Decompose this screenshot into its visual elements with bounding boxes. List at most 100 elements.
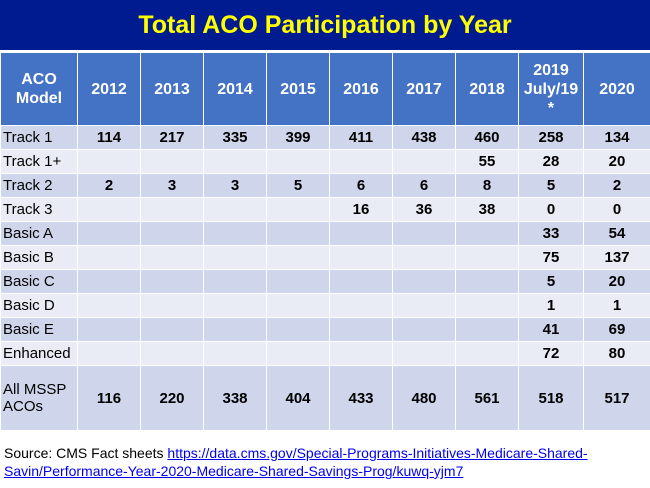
value-cell xyxy=(140,197,204,222)
table-row: Basic A 33 54 xyxy=(0,221,650,246)
value-cell: 1 xyxy=(518,293,584,318)
value-cell xyxy=(203,293,267,318)
value-cell: 2 xyxy=(583,173,650,198)
value-cell xyxy=(392,293,456,318)
header-cell-year: 2017 xyxy=(392,52,456,126)
table-row: Enhanced 72 80 xyxy=(0,341,650,366)
value-cell: 220 xyxy=(140,365,204,431)
value-cell: 75 xyxy=(518,245,584,270)
table-row: Track 1 114 217 335 399 411 438 460 258 134 xyxy=(0,125,650,150)
table-row: All MSSP ACOs 116 220 338 404 433 480 561 518 517 xyxy=(0,365,650,431)
value-cell xyxy=(140,269,204,294)
value-cell xyxy=(203,269,267,294)
value-cell: 6 xyxy=(392,173,456,198)
table-row: Track 1+ 55 28 20 xyxy=(0,149,650,174)
value-cell xyxy=(392,317,456,342)
value-cell xyxy=(77,245,141,270)
header-cell-year: 2013 xyxy=(140,52,204,126)
row-label-cell: All MSSP ACOs xyxy=(0,365,78,431)
value-cell: 16 xyxy=(329,197,393,222)
value-cell xyxy=(266,269,330,294)
value-cell xyxy=(203,149,267,174)
value-cell: 38 xyxy=(455,197,519,222)
header-cell-year: 2015 xyxy=(266,52,330,126)
value-cell xyxy=(455,341,519,366)
value-cell: 20 xyxy=(583,149,650,174)
value-cell: 137 xyxy=(583,245,650,270)
table-body: Track 1 114 217 335 399 411 438 460 258 134 Track … xyxy=(0,125,650,431)
value-cell xyxy=(140,245,204,270)
value-cell: 72 xyxy=(518,341,584,366)
source-link[interactable]: https://data.cms.gov/Special-Programs-In… xyxy=(4,445,588,479)
table-row: Basic B 75 137 xyxy=(0,245,650,270)
header-cell-year: 2014 xyxy=(203,52,267,126)
value-cell: 5 xyxy=(518,269,584,294)
value-cell xyxy=(266,149,330,174)
header-cell-year: 2012 xyxy=(77,52,141,126)
value-cell xyxy=(329,293,393,318)
value-cell: 6 xyxy=(329,173,393,198)
row-label-cell: Basic E xyxy=(0,317,78,342)
value-cell: 3 xyxy=(140,173,204,198)
value-cell: 399 xyxy=(266,125,330,150)
value-cell xyxy=(77,269,141,294)
value-cell: 480 xyxy=(392,365,456,431)
table-header-row: ACO Model 2012 2013 2014 2015 2016 2017 2018 2019… xyxy=(0,52,650,126)
aco-participation-table: ACO Model 2012 2013 2014 2015 2016 2017 2018 2019… xyxy=(0,52,650,431)
value-cell xyxy=(329,245,393,270)
value-cell xyxy=(266,293,330,318)
value-cell: 114 xyxy=(77,125,141,150)
header-cell-year: 2018 xyxy=(455,52,519,126)
value-cell xyxy=(266,197,330,222)
value-cell xyxy=(392,221,456,246)
value-cell xyxy=(392,269,456,294)
table-row: Track 3 16 36 38 0 0 xyxy=(0,197,650,222)
header-cell-year: 2019 July/19 * xyxy=(518,52,584,126)
value-cell: 338 xyxy=(203,365,267,431)
header-cell-year: 2020 xyxy=(583,52,650,126)
row-label-cell: Track 3 xyxy=(0,197,78,222)
value-cell: 0 xyxy=(518,197,584,222)
value-cell xyxy=(203,317,267,342)
value-cell xyxy=(455,221,519,246)
value-cell: 433 xyxy=(329,365,393,431)
value-cell: 3 xyxy=(203,173,267,198)
value-cell xyxy=(140,341,204,366)
value-cell: 2 xyxy=(77,173,141,198)
value-cell xyxy=(392,149,456,174)
row-label-cell: Track 1+ xyxy=(0,149,78,174)
row-label-cell: Enhanced xyxy=(0,341,78,366)
value-cell: 54 xyxy=(583,221,650,246)
table-row: Basic C 5 20 xyxy=(0,269,650,294)
value-cell: 55 xyxy=(455,149,519,174)
value-cell xyxy=(266,341,330,366)
value-cell xyxy=(203,341,267,366)
value-cell xyxy=(329,317,393,342)
value-cell: 41 xyxy=(518,317,584,342)
value-cell xyxy=(140,221,204,246)
value-cell xyxy=(329,269,393,294)
value-cell xyxy=(392,245,456,270)
table-row: Basic E 41 69 xyxy=(0,317,650,342)
value-cell xyxy=(203,221,267,246)
value-cell xyxy=(329,341,393,366)
source-note: Source: CMS Fact sheets https://data.cms… xyxy=(4,444,646,480)
value-cell: 5 xyxy=(266,173,330,198)
row-label-cell: Track 2 xyxy=(0,173,78,198)
value-cell xyxy=(77,317,141,342)
value-cell xyxy=(266,221,330,246)
value-cell: 561 xyxy=(455,365,519,431)
value-cell: 404 xyxy=(266,365,330,431)
value-cell xyxy=(329,221,393,246)
value-cell: 20 xyxy=(583,269,650,294)
value-cell: 335 xyxy=(203,125,267,150)
header-cell-year: 2016 xyxy=(329,52,393,126)
row-label-cell: Basic A xyxy=(0,221,78,246)
value-cell xyxy=(77,341,141,366)
value-cell xyxy=(140,293,204,318)
value-cell xyxy=(203,197,267,222)
title-banner: Total ACO Participation by Year xyxy=(0,0,650,50)
value-cell: 460 xyxy=(455,125,519,150)
value-cell xyxy=(77,149,141,174)
